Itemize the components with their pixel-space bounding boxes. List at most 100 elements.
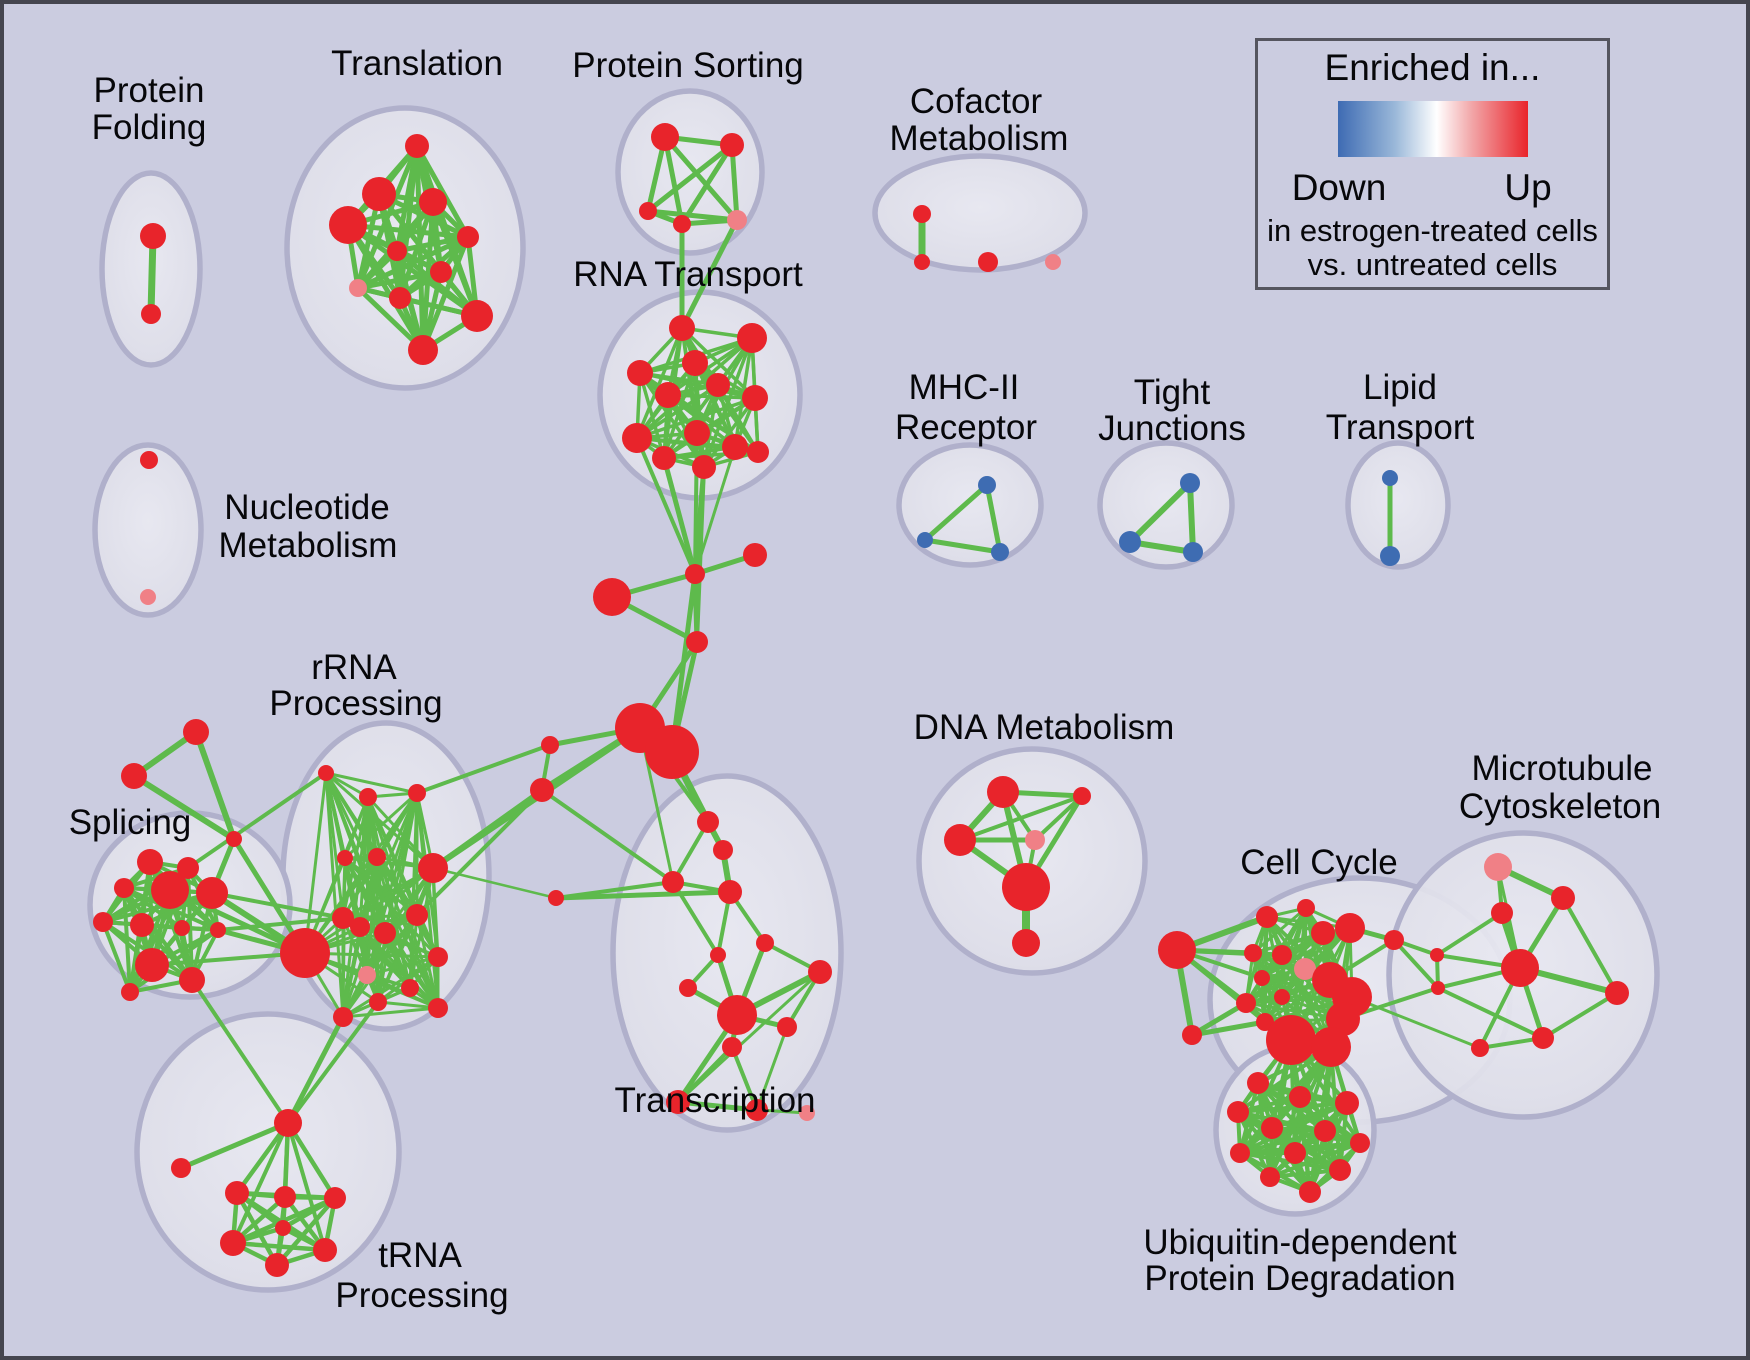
- edge-tx7-tx12: [676, 970, 822, 1104]
- edge-d2-d4: [1033, 794, 1084, 842]
- legend-up-label: Up: [1504, 167, 1552, 208]
- edge-sp9-sp12: [128, 928, 220, 994]
- node-lt1: [1382, 470, 1398, 486]
- node-lt2: [1380, 546, 1400, 566]
- node-ps4: [673, 215, 691, 233]
- cluster-ellipse-transcription: [610, 773, 844, 1133]
- edge-ps3-ps5: [645, 208, 740, 223]
- cluster-label-ubiquitin-degradation-0: Ubiquitin-dependent: [1143, 1223, 1457, 1262]
- node-rr9: [374, 922, 396, 944]
- node-u3: [1335, 1091, 1359, 1115]
- node-mc5: [1532, 1027, 1554, 1049]
- edge-c13-mc6: [1350, 995, 1482, 1050]
- cluster-label-nucleotide-metabolism-1: Metabolism: [219, 526, 398, 565]
- node-u9: [1284, 1142, 1306, 1164]
- node-t5: [457, 226, 479, 248]
- edge-t4-t10: [430, 199, 480, 319]
- node-mc4: [1605, 981, 1629, 1005]
- node-tri3: [226, 831, 242, 847]
- node-u2: [1289, 1086, 1311, 1108]
- node-t1: [405, 134, 429, 158]
- edge-d2-d3: [958, 794, 1084, 842]
- node-h5: [313, 1238, 337, 1262]
- edge-th-h5: [286, 1121, 327, 1252]
- edge-u10-u11: [1268, 1168, 1342, 1179]
- edge-rt2-rt7: [666, 336, 754, 397]
- edge-cn5-rr6: [431, 866, 558, 900]
- legend-gradient-bar: [1338, 101, 1528, 157]
- node-rt5: [706, 373, 730, 397]
- cluster-label-protein-folding-0: Protein: [94, 71, 205, 110]
- node-m1: [978, 476, 996, 494]
- edge-ps2-ps4: [679, 142, 735, 227]
- node-hn2: [530, 778, 554, 802]
- edge-th-h7: [281, 1121, 290, 1230]
- edge-tri2-tri3: [131, 773, 237, 842]
- edge-th-rr14: [285, 1014, 346, 1126]
- edge-c2-c5: [1251, 906, 1308, 955]
- node-cf4: [1045, 254, 1061, 270]
- node-fn3: [593, 578, 631, 616]
- edge-m1-m2: [922, 482, 990, 543]
- node-rt10: [722, 434, 748, 460]
- node-tx1: [697, 811, 719, 833]
- node-sp4: [151, 871, 189, 909]
- edge-rt3-rt12: [638, 371, 706, 469]
- edge-rt6-rt7: [666, 393, 757, 400]
- node-ccBL: [1182, 1025, 1202, 1045]
- node-pf2: [141, 304, 161, 324]
- node-mc1: [1551, 886, 1575, 910]
- node-rt9: [684, 420, 710, 446]
- edge-ti-th: [178, 1120, 291, 1171]
- node-u6: [1314, 1120, 1336, 1142]
- cluster-label-ubiquitin-degradation-1: Protein Degradation: [1144, 1259, 1455, 1298]
- node-ps3: [639, 202, 657, 220]
- edge-rt11-fn1: [661, 455, 698, 577]
- edge-tj1-tj3: [1187, 480, 1196, 555]
- node-rt2: [737, 323, 767, 353]
- node-rt8: [622, 423, 652, 453]
- node-c10: [1274, 989, 1290, 1005]
- cluster-label-protein-folding-1: Folding: [92, 108, 207, 147]
- node-rr1: [318, 765, 334, 781]
- node-t11: [408, 335, 438, 365]
- node-rr12: [401, 979, 419, 997]
- node-tx7: [808, 960, 832, 984]
- cluster-label-cell-cycle-0: Cell Cycle: [1240, 843, 1398, 882]
- node-tx2: [713, 840, 733, 860]
- edge-ccBL-c11: [1189, 1019, 1268, 1038]
- edge-rr9-rr13: [376, 931, 387, 1004]
- node-pf1: [140, 223, 166, 249]
- edge-rr5-rr7: [341, 855, 379, 920]
- edge-sp5-rr7: [210, 891, 345, 920]
- edge-mc4-mc5: [1541, 991, 1619, 1040]
- cluster-label-cofactor-metabolism-0: Cofactor: [910, 82, 1043, 121]
- node-u11: [1260, 1167, 1280, 1187]
- node-rr8: [350, 917, 370, 937]
- node-m3: [991, 543, 1009, 561]
- edge-mc1-mc4: [1561, 896, 1619, 995]
- node-c6: [1272, 945, 1292, 965]
- cluster-label-cofactor-metabolism-1: Metabolism: [890, 119, 1069, 158]
- node-sp3: [114, 878, 134, 898]
- node-fn1: [685, 564, 705, 584]
- cluster-label-dna-metabolism-0: DNA Metabolism: [914, 708, 1175, 747]
- edge-u12-cb1: [1289, 1038, 1312, 1194]
- edge-u8-cb2: [1238, 1045, 1333, 1155]
- edge-t7-t8: [355, 269, 444, 291]
- node-t2: [362, 177, 396, 211]
- node-rr6: [418, 853, 448, 883]
- edge-u12-cb2: [1308, 1045, 1333, 1194]
- node-ps2: [720, 133, 744, 157]
- node-u7: [1350, 1133, 1370, 1153]
- node-rr15: [358, 966, 376, 984]
- edge-th-h3: [285, 1120, 338, 1201]
- node-tx10: [777, 1017, 797, 1037]
- edge-hn2-tx3: [540, 788, 675, 884]
- node-c11: [1256, 1013, 1274, 1031]
- node-t4: [419, 188, 447, 216]
- node-u12: [1299, 1181, 1321, 1203]
- edge-u6-u8: [1238, 1129, 1327, 1155]
